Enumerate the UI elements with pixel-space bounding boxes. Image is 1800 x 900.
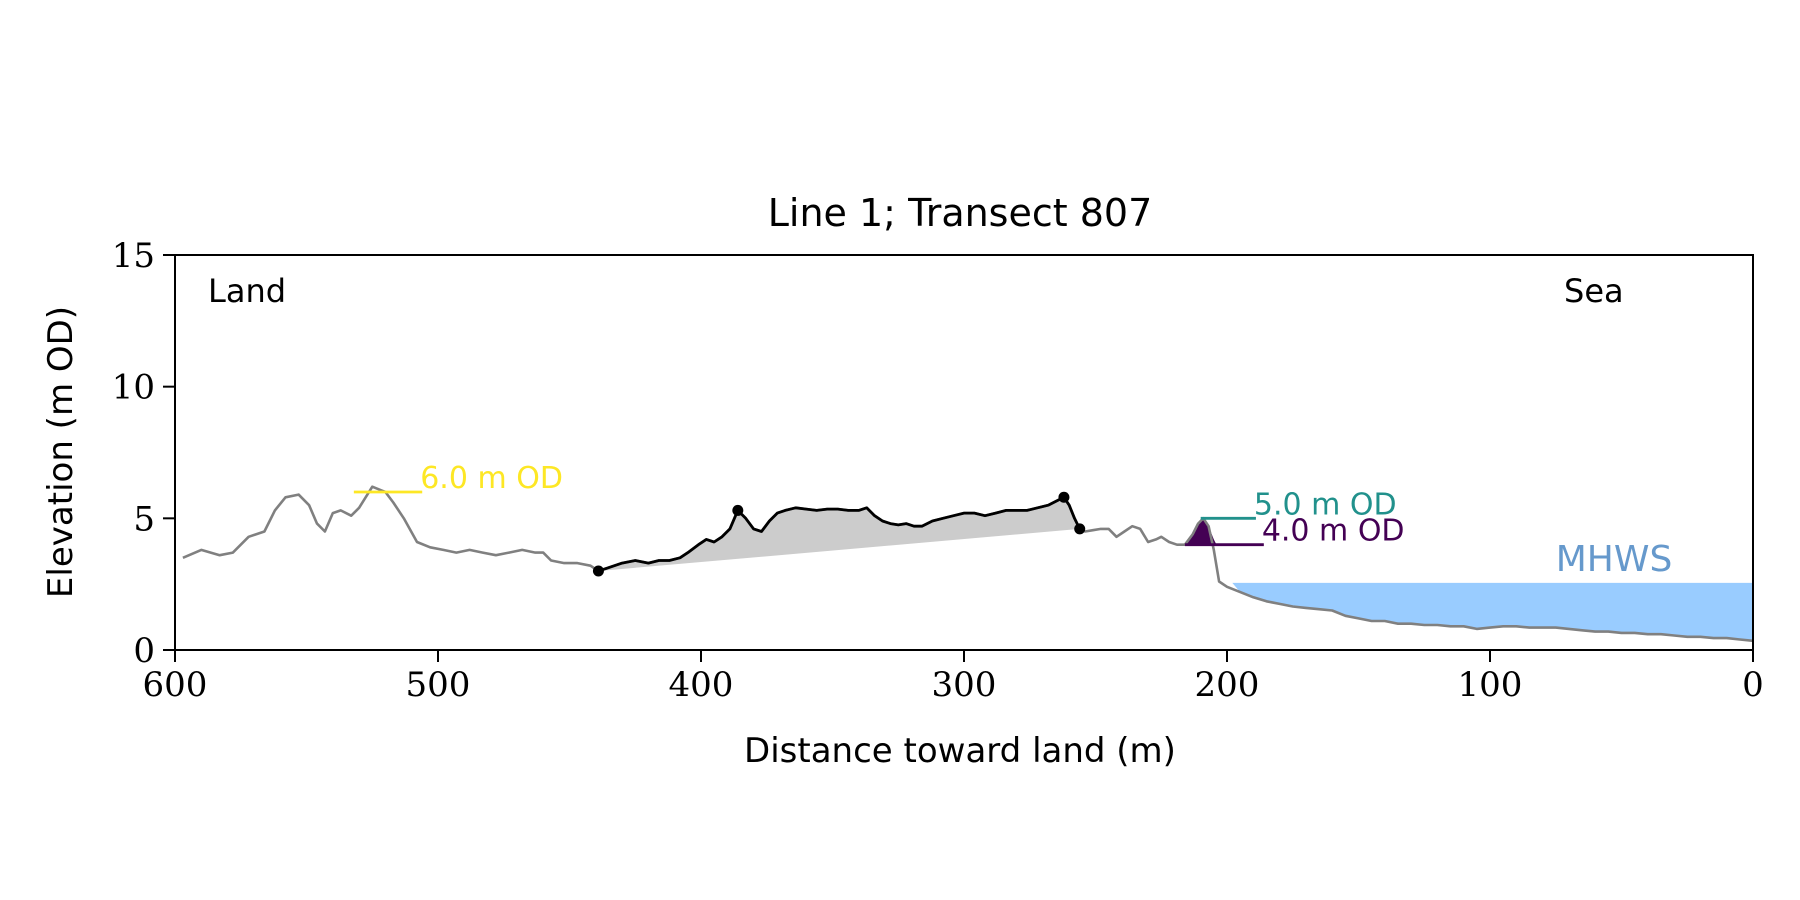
level-label-6: 6.0 m OD: [420, 461, 563, 496]
x-tick-label: 400: [669, 665, 734, 705]
mhws-label: MHWS: [1556, 539, 1673, 580]
level-label-5: 5.0 m OD: [1254, 487, 1397, 522]
x-tick-label: 200: [1195, 665, 1260, 705]
plot-area: MHWS 6.0 m OD 5.0 m OD4.0 m OD: [182, 461, 1754, 643]
dune-marker-3: [1058, 491, 1070, 503]
x-tick-label: 0: [1742, 665, 1764, 705]
x-tick-label: 300: [932, 665, 997, 705]
y-tick-label: 15: [112, 236, 155, 276]
x-tick-label: 100: [1458, 665, 1523, 705]
x-tick-label: 500: [406, 665, 471, 705]
y-tick-label: 10: [112, 368, 155, 408]
y-tick-label: 5: [133, 499, 155, 539]
chart-title: Line 1; Transect 807: [768, 191, 1153, 235]
dune-volume-fill: [598, 497, 1080, 571]
x-tick-label: 600: [143, 665, 208, 705]
y-tick-label: 0: [133, 631, 155, 671]
dune-marker-1: [592, 565, 604, 577]
dune-marker-2: [732, 504, 744, 516]
sea-annotation: Sea: [1564, 272, 1624, 310]
land-annotation: Land: [208, 272, 286, 310]
mhws-water-fill: [1232, 582, 1753, 641]
dune-marker-4: [1074, 523, 1086, 535]
dune-crest-line: [597, 495, 1081, 573]
level-label-4: 4.0 m OD: [1262, 514, 1405, 549]
level-4-fill: [1184, 518, 1217, 545]
x-axis-label: Distance toward land (m): [744, 731, 1176, 771]
y-axis-label: Elevation (m OD): [41, 306, 81, 598]
axes: 600 500 400 300 200 100 0 0 5 10 15: [112, 236, 1764, 705]
